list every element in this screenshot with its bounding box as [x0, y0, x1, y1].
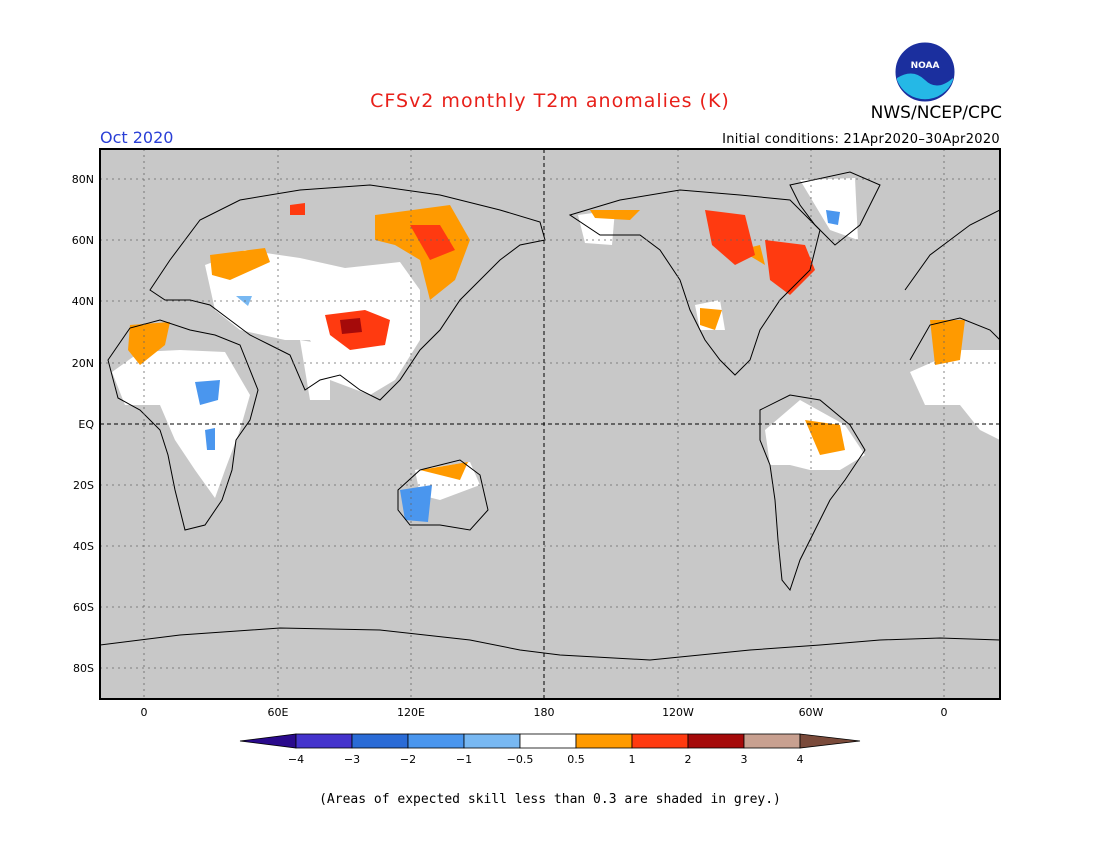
shade-blue-australia — [400, 485, 432, 522]
lat-label-eq: EQ — [78, 418, 94, 431]
lon-label-60w: 60W — [799, 706, 824, 719]
colorbar-segment-5 — [519, 733, 577, 749]
shade-greenland-white — [800, 178, 858, 240]
lat-label-60s: 60S — [73, 601, 94, 614]
shade-orange-sahara-east — [930, 320, 965, 365]
coast-greenland — [789, 171, 881, 246]
lat-label-20n: 20N — [72, 357, 94, 370]
shade-darkred-tibet — [340, 318, 362, 334]
shade-eurasia-white — [205, 250, 420, 395]
colorbar-tick-label: 4 — [797, 753, 804, 766]
lon-label-60e: 60E — [268, 706, 289, 719]
shade-orange-brazil — [805, 420, 845, 455]
noaa-logo-text: NOAA — [911, 61, 940, 71]
lat-label-80n: 80N — [72, 173, 94, 186]
colorbar-tick-label: −0.5 — [507, 753, 534, 766]
colorbar-tick-label: 3 — [741, 753, 748, 766]
coast-africa — [107, 319, 259, 531]
colorbar-segment-9 — [743, 733, 801, 749]
shade-blue-eastafrica — [205, 428, 215, 450]
shade-red-canada-west — [705, 210, 755, 265]
colorbar-segment-2 — [351, 733, 409, 749]
agency-label: NWS/NCEP/CPC — [870, 103, 1002, 123]
shade-orange-siberia — [375, 205, 470, 300]
lat-label-40s: 40S — [73, 540, 94, 553]
gridlines — [100, 149, 1000, 699]
map-title: CFSv2 monthly T2m anomalies (K) — [370, 90, 730, 112]
coast-eurasia-east — [904, 209, 1000, 291]
colorbar-tick-label: −3 — [344, 753, 360, 766]
shade-blue-africa — [195, 380, 220, 405]
lat-label-80s: 80S — [73, 662, 94, 675]
coast-australia — [397, 459, 489, 531]
colorbar-segment-4 — [463, 733, 521, 749]
colorbar-tick-label: 0.5 — [567, 753, 585, 766]
lon-label-0: 0 — [141, 706, 148, 719]
footnote: (Areas of expected skill less than 0.3 a… — [319, 792, 781, 807]
lon-labels: 0 60E 120E 180 120W 60W 0 — [141, 706, 948, 719]
shade-orange-sahara — [128, 322, 170, 365]
shade-orange-us-west — [700, 308, 722, 330]
shade-red-arctic — [290, 203, 305, 215]
map-frame — [99, 148, 1001, 700]
noaa-logo: NOAA — [894, 41, 956, 103]
lat-label-60n: 60N — [72, 234, 94, 247]
coast-africa-east — [909, 317, 1000, 361]
shade-india-white — [300, 340, 330, 400]
colorbar-tick-label: −1 — [456, 753, 472, 766]
shade-blue-greenland — [826, 210, 840, 225]
colorbar-tick-label: 2 — [685, 753, 692, 766]
initial-conditions: Initial conditions: 21Apr2020–30Apr2020 — [722, 132, 1000, 147]
lat-labels: 80N 60N 40N 20N EQ 20S 40S 60S 80S — [72, 173, 95, 675]
colorbar-tick-label: −4 — [288, 753, 304, 766]
lat-label-20s: 20S — [73, 479, 94, 492]
lon-label-0-east: 0 — [941, 706, 948, 719]
coast-eurasia — [149, 184, 546, 401]
colorbar-segment-3 — [407, 733, 465, 749]
shade-orange-russia-west — [210, 248, 270, 280]
lon-label-120w: 120W — [662, 706, 694, 719]
colorbar: −4 −3 −2 −1 −0.5 0.5 1 2 3 4 — [239, 733, 861, 766]
colorbar-tick-label: 1 — [629, 753, 636, 766]
colorbar-arrow-left — [239, 733, 297, 749]
forecast-month: Oct 2020 — [100, 128, 174, 147]
colorbar-segment-7 — [631, 733, 689, 749]
coastlines — [100, 171, 1000, 661]
lon-label-120e: 120E — [397, 706, 425, 719]
anomaly-shading — [112, 178, 1000, 522]
lon-label-180: 180 — [534, 706, 555, 719]
lat-label-40n: 40N — [72, 295, 94, 308]
shade-orange-australia — [420, 462, 468, 480]
shade-africa-east-white — [910, 350, 1000, 440]
shade-red-siberia — [410, 225, 455, 260]
colorbar-arrow-right — [799, 733, 861, 749]
shade-orange-alaska — [590, 210, 640, 220]
colorbar-segment-1 — [295, 733, 353, 749]
colorbar-segment-6 — [575, 733, 633, 749]
coast-samerica — [759, 394, 866, 592]
shade-alaska-white — [578, 210, 615, 245]
coast-antarctica — [100, 627, 1000, 661]
colorbar-tick-label: −2 — [400, 753, 416, 766]
colorbar-segment-8 — [687, 733, 745, 749]
coast-namerica — [568, 189, 821, 376]
shade-red-canada-east — [765, 240, 815, 295]
